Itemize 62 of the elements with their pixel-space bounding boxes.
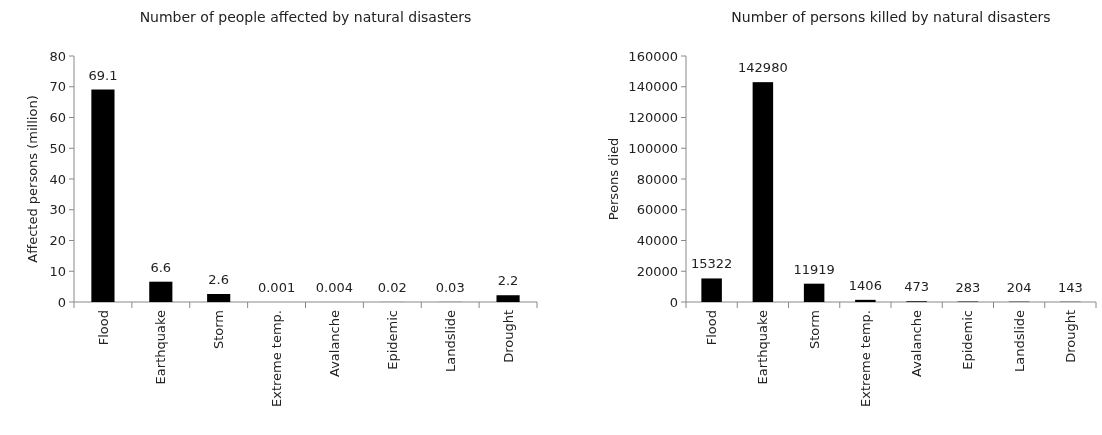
y-axis-title: Affected persons (million) bbox=[24, 95, 40, 263]
y-tick-label: 80000 bbox=[636, 171, 678, 187]
bar bbox=[149, 281, 173, 302]
data-label: 0.001 bbox=[257, 280, 296, 295]
data-label: 2.2 bbox=[497, 273, 519, 289]
y-tick-label: 20000 bbox=[636, 263, 678, 279]
data-label: 0.02 bbox=[377, 279, 407, 295]
bar bbox=[855, 299, 876, 302]
data-label: 0.03 bbox=[435, 279, 465, 295]
chart-title: Number of persons killed by natural disasters bbox=[731, 9, 1051, 25]
y-axis-title: Persons died bbox=[606, 137, 622, 221]
bar bbox=[803, 283, 825, 302]
x-tick-label: Drought bbox=[500, 310, 516, 363]
x-tick-label: Flood bbox=[704, 310, 720, 346]
x-tick-label: Avalanche bbox=[909, 310, 925, 377]
data-label: 15322 bbox=[690, 256, 733, 272]
x-tick-label: Landslide bbox=[1011, 310, 1027, 372]
bar bbox=[496, 295, 520, 302]
data-label: 69.1 bbox=[88, 67, 118, 83]
y-tick-label: 40000 bbox=[636, 233, 678, 249]
data-label: 11919 bbox=[793, 261, 835, 277]
x-tick-label: Storm bbox=[211, 310, 227, 350]
y-tick-label: 10 bbox=[49, 263, 66, 279]
y-tick-label: 50 bbox=[49, 140, 66, 156]
y-tick-label: 120000 bbox=[628, 110, 678, 126]
bar bbox=[91, 89, 115, 302]
data-label: 283 bbox=[955, 279, 981, 295]
x-tick-label: Epidemic bbox=[384, 310, 400, 370]
y-tick-label: 60 bbox=[49, 110, 66, 126]
y-tick-label: 0 bbox=[57, 294, 66, 310]
data-label: 143 bbox=[1057, 279, 1083, 295]
y-tick-label: 100000 bbox=[628, 140, 678, 156]
y-tick-label: 140000 bbox=[628, 79, 678, 95]
data-label: 142980 bbox=[738, 60, 788, 76]
y-tick-label: 0 bbox=[669, 294, 678, 310]
x-tick-label: Drought bbox=[1062, 310, 1078, 363]
x-tick-label: Earthquake bbox=[153, 310, 169, 385]
x-tick-label: Epidemic bbox=[960, 310, 976, 370]
data-label: 2.6 bbox=[208, 272, 230, 288]
data-label: 0.004 bbox=[315, 279, 354, 295]
y-tick-label: 70 bbox=[49, 79, 66, 95]
chart-title: Number of people affected by natural disasters bbox=[139, 9, 472, 25]
y-tick-label: 30 bbox=[49, 202, 66, 218]
bar bbox=[752, 82, 774, 302]
x-tick-label: Storm bbox=[806, 310, 822, 350]
y-tick-label: 60000 bbox=[636, 202, 678, 218]
x-tick-label: Landslide bbox=[442, 310, 458, 372]
bar bbox=[207, 294, 231, 302]
y-tick-label: 160000 bbox=[628, 48, 678, 64]
y-tick-label: 80 bbox=[49, 48, 66, 64]
x-tick-label: Extreme temp. bbox=[269, 310, 285, 407]
bar bbox=[701, 278, 722, 302]
data-label: 473 bbox=[904, 279, 930, 295]
data-label: 1406 bbox=[848, 277, 882, 293]
data-label: 6.6 bbox=[150, 259, 172, 275]
data-label: 204 bbox=[1006, 279, 1032, 295]
y-tick-label: 20 bbox=[49, 233, 66, 249]
y-tick-label: 40 bbox=[49, 171, 66, 187]
x-tick-label: Earthquake bbox=[755, 310, 771, 385]
x-tick-label: Avalanche bbox=[326, 310, 342, 377]
x-tick-label: Flood bbox=[95, 310, 111, 346]
x-tick-label: Extreme temp. bbox=[857, 310, 873, 407]
